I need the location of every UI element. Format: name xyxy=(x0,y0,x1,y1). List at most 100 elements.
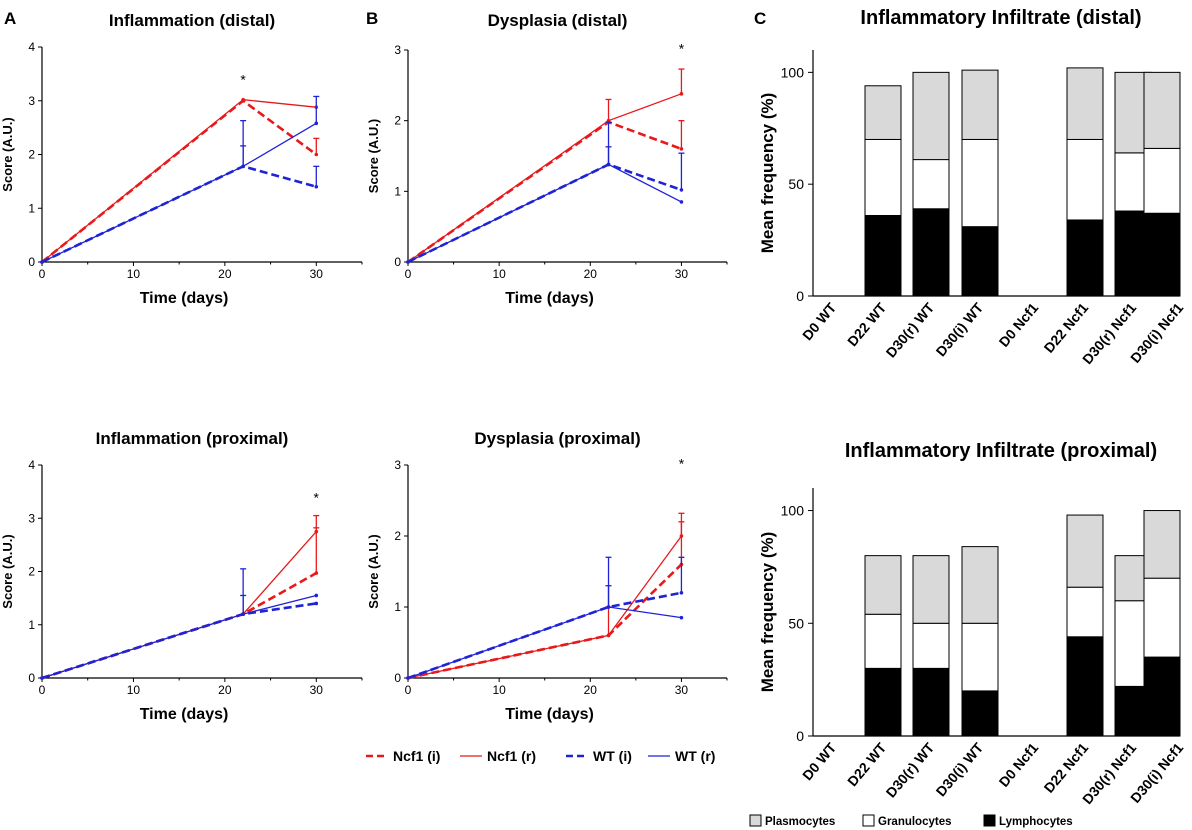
y-tick-label: 0 xyxy=(28,671,35,685)
legend-label: Plasmocytes xyxy=(765,816,835,828)
y-tick-label: 100 xyxy=(781,64,805,80)
y-tick-label: 2 xyxy=(28,565,35,579)
infiltrate-proximal-chart: Inflammatory Infiltrate (proximal) 0 50 100… xyxy=(758,440,1186,807)
data-point xyxy=(606,633,611,638)
chart-title: Inflammation (distal) xyxy=(109,11,275,30)
data-point xyxy=(314,601,319,606)
y-tick-label: 0 xyxy=(394,255,401,269)
x-category-label: D0 Ncf1 xyxy=(996,299,1042,349)
dysp-proximal-chart: Dysplasia (proximal) 0 10 20 30 0 1 2 3 Time (day… xyxy=(366,429,728,723)
data-point xyxy=(314,571,319,575)
bar-segment-granulocytes xyxy=(1066,138,1104,221)
panel-label-a: A xyxy=(4,9,16,28)
infl-distal-chart: Inflammation (distal) 0 10 20 30 0 1 2 3 4 Time (d… xyxy=(0,11,363,307)
y-tick-label: 1 xyxy=(28,618,35,632)
bar-segment-lymphocytes xyxy=(864,214,902,297)
bar-segment-granulocytes xyxy=(912,159,950,210)
legend-label: Ncf1 (i) xyxy=(393,748,440,764)
bar-segment-lymphocytes xyxy=(961,690,999,737)
y-tick-label: 0 xyxy=(28,255,35,269)
x-tick-label: 0 xyxy=(405,683,412,697)
bar-segment-lymphocytes xyxy=(1066,219,1104,297)
x-axis-label: Time (days) xyxy=(140,290,229,307)
legend-label: Ncf1 (r) xyxy=(487,748,536,764)
y-axis-label: Score (A.U.) xyxy=(0,117,15,191)
bar-segment-plasmocytes xyxy=(864,85,902,140)
x-category-label: D22 WT xyxy=(844,299,890,349)
data-point xyxy=(679,200,684,204)
y-tick-label: 1 xyxy=(28,201,35,215)
chart-title: Dysplasia (distal) xyxy=(488,11,628,30)
bar-segment-granulocytes xyxy=(1066,586,1104,638)
x-category-label: D22 Ncf1 xyxy=(1041,739,1092,795)
y-tick-label: 3 xyxy=(394,43,401,57)
bar-segment-granulocytes xyxy=(864,138,902,216)
x-tick-label: 10 xyxy=(127,683,141,697)
y-tick-label: 3 xyxy=(394,458,401,472)
data-point xyxy=(40,260,44,264)
series-line-ncf1-r- xyxy=(407,93,682,263)
significance-marker: * xyxy=(240,72,246,88)
significance-marker: * xyxy=(314,489,320,505)
data-point xyxy=(314,152,319,157)
x-tick-label: 10 xyxy=(492,267,506,281)
x-category-label: D30(i) WT xyxy=(933,299,987,359)
bar-segment-plasmocytes xyxy=(1066,514,1104,588)
legend-label: WT (i) xyxy=(593,748,632,764)
data-point xyxy=(679,615,684,620)
data-point xyxy=(241,164,245,169)
y-tick-label: 100 xyxy=(781,503,805,519)
series-line-ncf1-r- xyxy=(41,531,317,679)
x-category-label: D0 Ncf1 xyxy=(996,739,1042,789)
y-axis-label: Score (A.U.) xyxy=(366,119,381,193)
significance-marker: * xyxy=(679,456,685,472)
bar-segment-plasmocytes xyxy=(912,71,950,161)
x-tick-label: 20 xyxy=(218,683,232,697)
x-axis-label: Time (days) xyxy=(505,706,594,723)
x-tick-label: 30 xyxy=(675,683,689,697)
y-axis-label: Mean frequency (%) xyxy=(758,532,777,693)
y-tick-label: 4 xyxy=(28,40,35,54)
legend-label: Lymphocytes xyxy=(999,816,1073,828)
bar-legend: Plasmocytes Granulocytes Lymphocytes xyxy=(749,814,1073,828)
series-line-ncf1-i- xyxy=(407,563,683,680)
series-line-ncf1-i- xyxy=(407,120,682,264)
dysp-distal-chart: Dysplasia (distal) 0 10 20 30 0 1 2 3 Time (days)… xyxy=(366,11,728,307)
series-line-wt-i- xyxy=(41,602,317,680)
x-tick-label: 30 xyxy=(310,683,324,697)
bar-segment-plasmocytes xyxy=(864,555,902,615)
x-tick-label: 30 xyxy=(675,267,689,281)
y-tick-label: 3 xyxy=(28,94,35,108)
series-line-ncf1-i- xyxy=(41,99,318,264)
legend-swatch xyxy=(749,814,762,827)
x-category-label: D30(r) WT xyxy=(883,739,938,800)
legend-swatch xyxy=(862,814,875,827)
x-tick-label: 0 xyxy=(39,267,46,281)
series-line-wt-r- xyxy=(407,606,682,679)
bar-segment-granulocytes xyxy=(961,622,999,692)
series-line-ncf1-r- xyxy=(41,99,317,263)
bar-segment-lymphocytes xyxy=(1143,656,1181,737)
line-legend: Ncf1 (i) Ncf1 (r) WT (i) WT (r) xyxy=(366,748,715,764)
x-category-label: D0 WT xyxy=(799,739,840,783)
data-point xyxy=(679,591,684,595)
y-axis-label: Score (A.U.) xyxy=(366,534,381,608)
y-tick-label: 3 xyxy=(28,511,35,525)
x-tick-label: 20 xyxy=(584,267,598,281)
data-point xyxy=(241,612,245,616)
series-line-wt-i- xyxy=(407,591,682,680)
y-tick-label: 2 xyxy=(28,148,35,162)
data-point xyxy=(606,605,611,609)
bar-segment-granulocytes xyxy=(1143,577,1181,658)
chart-title: Inflammation (proximal) xyxy=(96,429,289,448)
data-point xyxy=(40,676,44,680)
bar-segment-lymphocytes xyxy=(912,208,950,297)
bar-segment-lymphocytes xyxy=(1066,636,1104,737)
y-axis-label: Score (A.U.) xyxy=(0,534,15,608)
infl-proximal-chart: Inflammation (proximal) 0 10 20 30 0 1 2 3 4 Time … xyxy=(0,429,363,723)
bar-segment-granulocytes xyxy=(864,613,902,669)
x-tick-label: 0 xyxy=(39,683,46,697)
bar-segment-granulocytes xyxy=(961,138,999,228)
x-category-label: D0 WT xyxy=(799,299,840,343)
